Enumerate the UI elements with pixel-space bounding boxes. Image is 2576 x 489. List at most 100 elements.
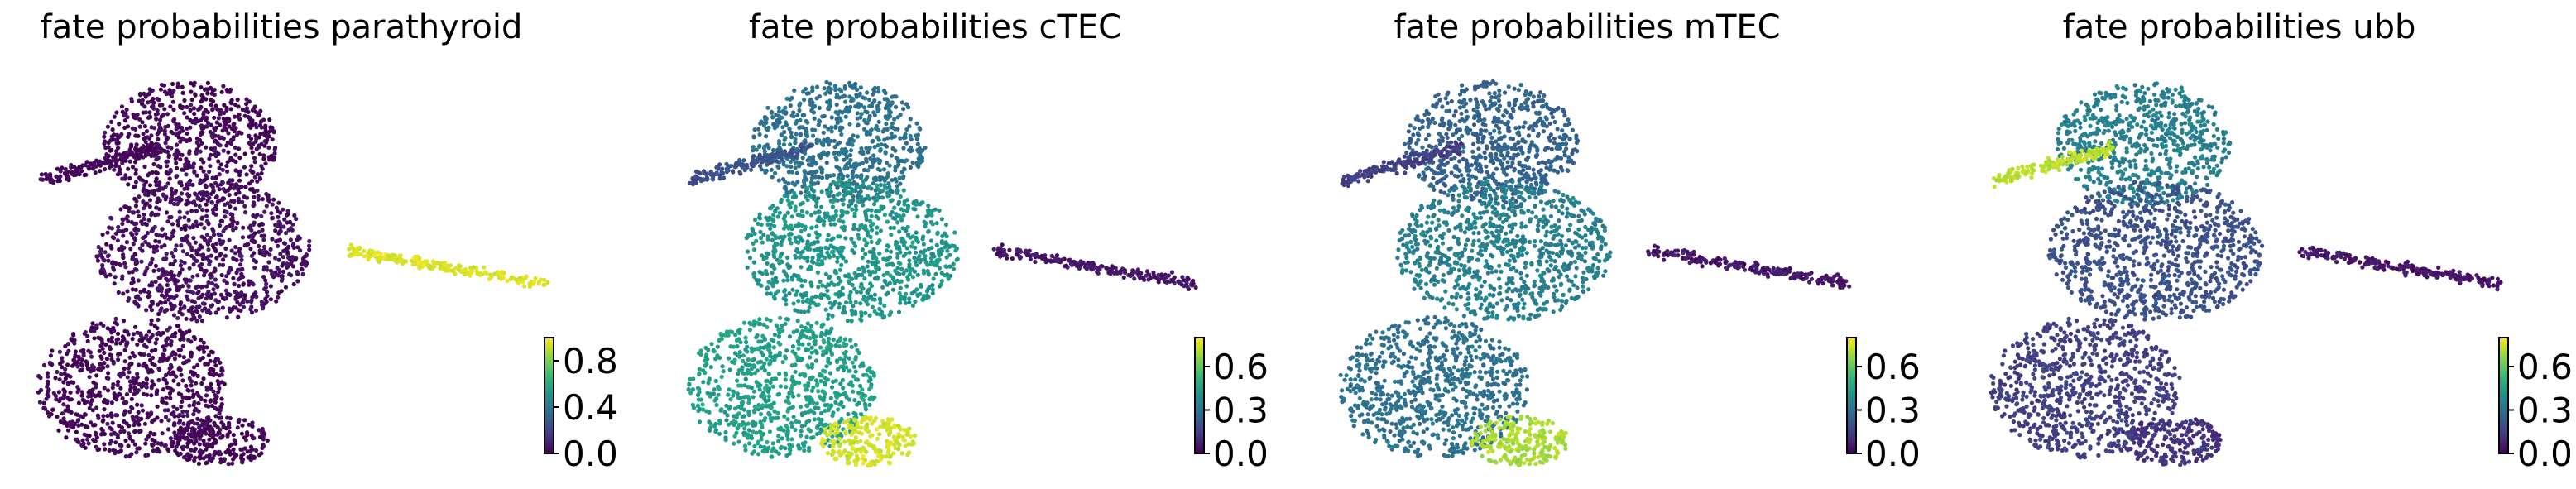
scatter-point bbox=[811, 170, 816, 175]
scatter-point bbox=[102, 134, 107, 139]
scatter-point bbox=[952, 243, 957, 249]
scatter-point bbox=[888, 199, 894, 204]
scatter-point bbox=[234, 182, 239, 187]
scatter-point bbox=[890, 209, 895, 214]
scatter-point bbox=[923, 223, 928, 228]
scatter-point bbox=[98, 362, 103, 367]
scatter-point bbox=[121, 371, 126, 376]
scatter-point bbox=[68, 374, 73, 379]
scatter-point bbox=[132, 155, 137, 160]
scatter-point bbox=[307, 238, 312, 244]
scatter-point bbox=[192, 421, 197, 426]
scatter-point bbox=[882, 278, 887, 283]
scatter-point bbox=[93, 430, 98, 435]
scatter-point bbox=[798, 117, 803, 122]
scatter-point bbox=[947, 264, 952, 269]
scatter-point bbox=[862, 237, 867, 242]
scatter-point bbox=[417, 260, 422, 265]
scatter-point bbox=[747, 441, 752, 446]
scatter-point bbox=[122, 112, 127, 117]
scatter-point bbox=[83, 424, 88, 429]
scatter-point bbox=[212, 420, 217, 425]
scatter-point bbox=[257, 113, 262, 117]
scatter-point bbox=[218, 223, 223, 228]
scatter-point bbox=[922, 219, 927, 224]
scatter-point bbox=[159, 114, 164, 119]
scatter-point bbox=[208, 259, 213, 264]
scatter-point bbox=[381, 255, 386, 260]
scatter-point bbox=[65, 428, 71, 433]
scatter-point bbox=[153, 238, 158, 243]
panel-title: fate probabilities cTEC bbox=[749, 8, 1121, 46]
scatter-point bbox=[169, 196, 174, 201]
scatter-point bbox=[174, 132, 179, 137]
scatter-point bbox=[197, 137, 203, 142]
scatter-point bbox=[270, 137, 275, 142]
scatter-point bbox=[843, 187, 848, 192]
scatter-point bbox=[103, 250, 108, 255]
scatter-point bbox=[155, 404, 160, 409]
scatter-point bbox=[169, 251, 175, 256]
scatter-point bbox=[751, 134, 756, 139]
scatter-point bbox=[193, 93, 198, 98]
scatter-point bbox=[536, 280, 541, 285]
scatter-point bbox=[204, 145, 209, 150]
scatter-point bbox=[100, 263, 105, 268]
scatter-point bbox=[813, 358, 819, 363]
scatter-point bbox=[912, 256, 917, 261]
scatter-point bbox=[156, 239, 161, 244]
scatter-point bbox=[875, 143, 880, 148]
scatter-point bbox=[833, 213, 839, 218]
scatter-point bbox=[136, 278, 141, 283]
scatter-point bbox=[776, 439, 781, 443]
scatter-point bbox=[780, 177, 786, 182]
scatter-point bbox=[818, 246, 823, 251]
scatter-point bbox=[883, 150, 888, 155]
scatter-point bbox=[127, 355, 132, 360]
scatter-point bbox=[840, 213, 845, 218]
scatter-point bbox=[277, 237, 283, 242]
scatter-point bbox=[483, 270, 488, 275]
scatter-point bbox=[68, 424, 73, 429]
scatter-point bbox=[439, 262, 444, 267]
scatter-point bbox=[151, 161, 156, 167]
scatter-point bbox=[197, 304, 202, 309]
scatter-point bbox=[878, 147, 883, 152]
scatter-point bbox=[259, 171, 264, 176]
scatter-point bbox=[154, 337, 159, 342]
scatter-point bbox=[228, 107, 233, 112]
scatter-point bbox=[218, 143, 223, 148]
scatter-point bbox=[209, 200, 214, 205]
scatter-point bbox=[847, 178, 852, 183]
scatter-point bbox=[902, 167, 907, 172]
scatter-point bbox=[219, 372, 224, 377]
scatter-point bbox=[207, 237, 212, 242]
scatter-point bbox=[101, 324, 106, 328]
scatter-point bbox=[185, 409, 189, 415]
scatter-point bbox=[220, 167, 225, 172]
scatter-point bbox=[171, 440, 176, 445]
scatter-point bbox=[757, 212, 762, 217]
scatter-point bbox=[781, 142, 787, 147]
scatter-point bbox=[943, 222, 949, 228]
scatter-point bbox=[71, 333, 76, 338]
scatter-point bbox=[889, 131, 894, 136]
scatter-point bbox=[909, 244, 914, 249]
scatter-point bbox=[804, 134, 810, 139]
scatter-point bbox=[864, 156, 869, 161]
scatter-point bbox=[790, 287, 795, 292]
scatter-point bbox=[69, 380, 74, 385]
scatter-point bbox=[133, 429, 138, 434]
scatter-point bbox=[84, 172, 89, 177]
scatter-point bbox=[204, 387, 209, 392]
scatter-point bbox=[197, 247, 202, 252]
scatter-point bbox=[841, 219, 846, 224]
scatter-point bbox=[217, 172, 222, 177]
scatter-point bbox=[243, 185, 248, 189]
scatter-point bbox=[170, 370, 175, 375]
scatter-point bbox=[178, 139, 183, 144]
scatter-point bbox=[213, 175, 218, 180]
scatter-point bbox=[237, 113, 242, 117]
scatter-point bbox=[227, 429, 232, 434]
scatter-point bbox=[172, 357, 177, 362]
